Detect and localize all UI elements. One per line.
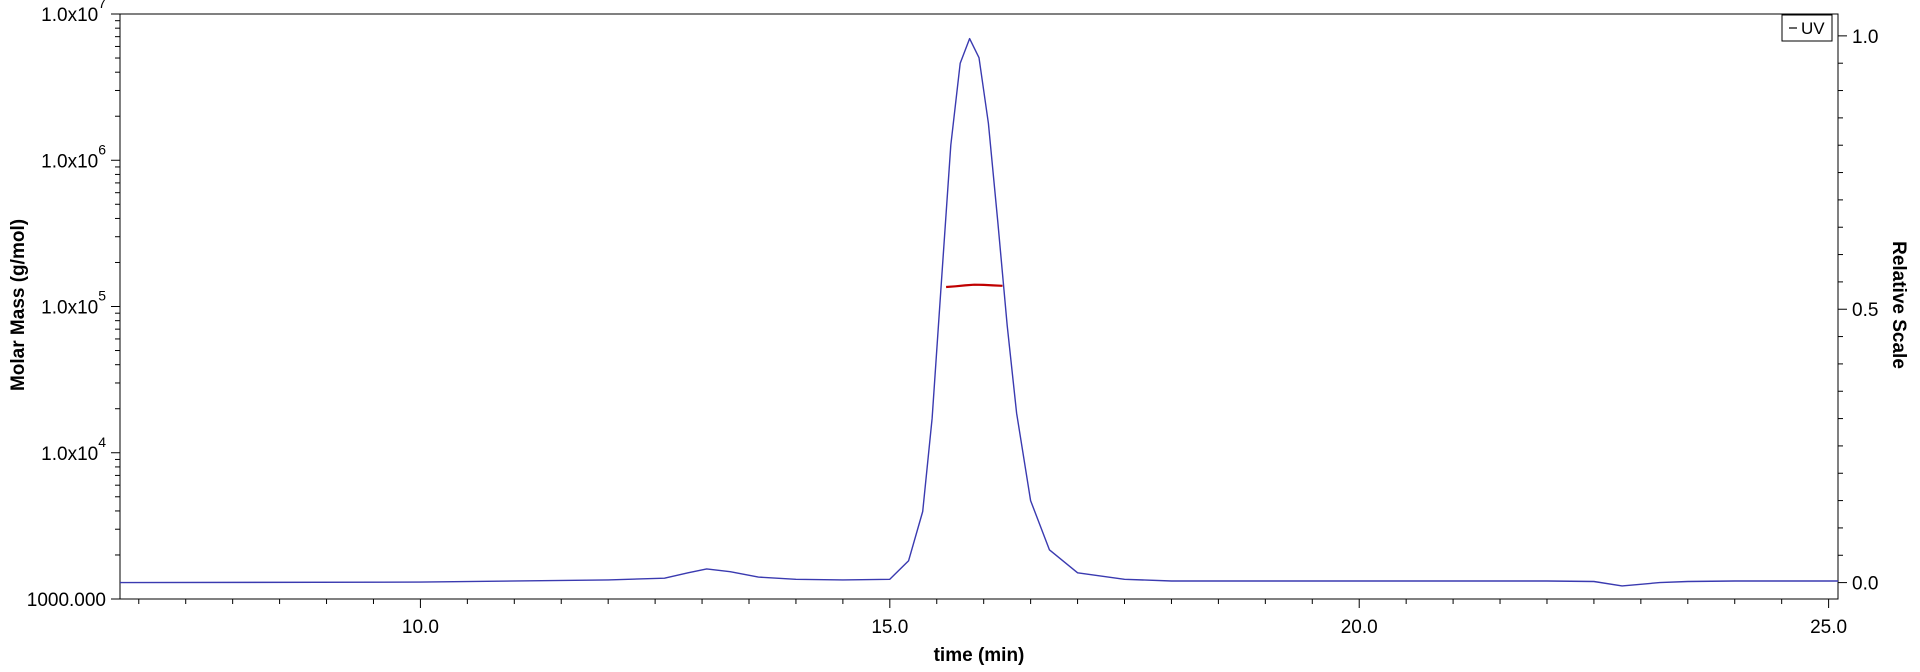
y-left-tick-label: 1.0x107 xyxy=(41,0,106,26)
uv-series-line xyxy=(119,37,1838,587)
x-tick-label: 25.0 xyxy=(1810,617,1847,638)
y-right-tick-label: 0.0 xyxy=(1852,574,1878,595)
x-axis-title: time (min) xyxy=(934,645,1025,666)
y-axis-left: 1000.000 1.0x104 1.0x105 1.0x106 1.0x107 xyxy=(27,0,120,611)
y-right-tick-label: 0.5 xyxy=(1852,300,1878,321)
legend: UV xyxy=(1781,14,1833,42)
y-axis-right-title: Relative Scale xyxy=(1888,241,1909,369)
y-axis-right: 0.0 0.5 1.0 xyxy=(1838,27,1878,595)
x-tick-label: 10.0 xyxy=(402,617,439,638)
y-left-tick-label: 1.0x105 xyxy=(41,288,106,319)
x-axis: 10.0 15.0 20.0 25.0 xyxy=(138,599,1847,638)
y-right-tick-label: 1.0 xyxy=(1852,27,1878,48)
x-tick-label: 15.0 xyxy=(871,617,908,638)
legend-label-uv: UV xyxy=(1801,19,1825,38)
x-tick-label: 20.0 xyxy=(1341,617,1378,638)
y-left-tick-label: 1000.000 xyxy=(27,590,106,611)
series-layer xyxy=(119,37,1838,587)
y-left-tick-label: 1.0x106 xyxy=(41,141,106,172)
y-left-tick-label: 1.0x104 xyxy=(41,434,106,465)
plot-area xyxy=(119,13,1839,600)
y-axis-left-title: Molar Mass (g/mol) xyxy=(8,219,29,391)
molar-mass-series xyxy=(946,283,1003,289)
